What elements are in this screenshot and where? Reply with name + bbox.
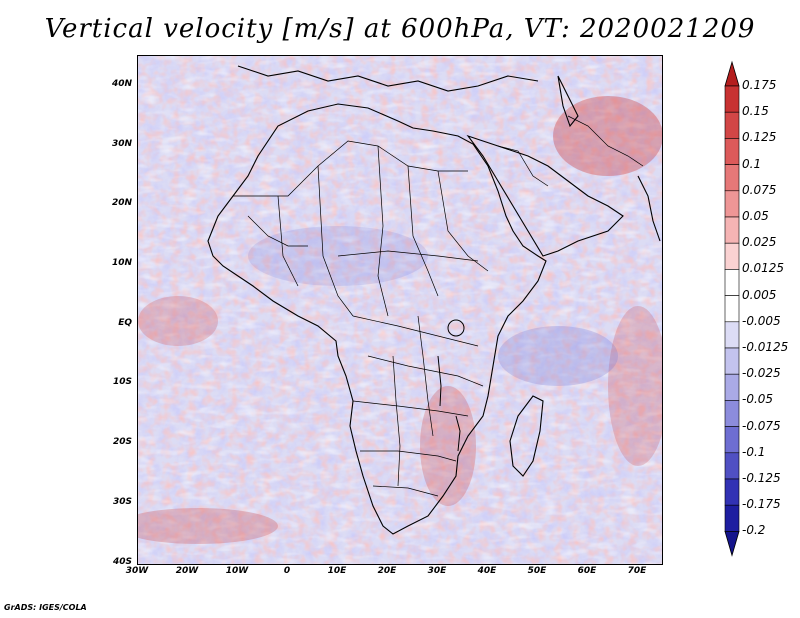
colorbar-segment [724,504,740,532]
country-borders [233,115,644,497]
colorbar-label: 0.05 [742,209,769,223]
madagascar-coastline [509,395,544,477]
colorbar-segment [724,347,740,375]
colorbar-segment [724,85,740,113]
lat-label-10n: 10N [111,258,132,268]
europe-coastline [237,65,539,92]
lon-label-10w: 10W [225,566,249,576]
colorbar-label: -0.025 [742,366,781,381]
colorbar-segment [724,400,740,427]
lat-label-30s: 30S [112,497,132,507]
colorbar-segment [724,321,740,349]
strong-upward-region-atlantic [138,296,218,346]
strong-upward-region-iran [553,96,662,176]
colorbar-min-arrow [724,530,740,557]
map-title: Vertical velocity [m/s] at 600hPa, VT: 2… [44,14,756,44]
india-coastline [637,175,661,242]
lon-label-60e: 60E [577,566,597,576]
lon-label-0: 0 [283,566,291,576]
lon-label-10e: 10E [327,566,347,576]
arabia-coastline [466,134,624,257]
colorbar-label: -0.075 [742,418,781,433]
colorbar-label: 0.0125 [742,261,784,276]
colorbar-segment [724,216,740,244]
colorbar-label: -0.175 [742,497,781,512]
colorbar-segment [724,295,740,323]
colorbar-segment [724,452,740,480]
lon-label-70e: 70E [627,566,647,576]
grads-credit: GrADS: IGES/COLA [4,603,87,612]
colorbar-label: -0.0125 [742,340,789,354]
lakes [437,319,465,452]
velocity-field-map [138,56,662,564]
caspian-coastline [557,75,579,128]
coastlines [207,65,661,535]
colorbar-segment [724,426,740,454]
lon-label-20e: 20E [377,566,397,576]
field-white-streaks [138,56,662,564]
colorbar-label: 0.125 [742,130,777,145]
lon-label-30e: 30E [427,566,447,576]
africa-coastline [207,103,547,535]
lon-label-50e: 50E [527,566,547,576]
colorbar-label: -0.1 [742,444,766,459]
lon-label-40e: 40E [477,566,497,576]
colorbar-segment [724,164,740,192]
lat-label-eq: EQ [118,318,132,328]
colorbar-label: -0.05 [742,392,774,407]
colorbar-label: 0.025 [742,235,777,250]
strong-downward-region-indian-ocean [498,326,618,386]
colorbar-label: -0.005 [742,313,781,328]
strong-upward-region-indian-ocean [608,306,662,466]
lat-label-30n: 30N [111,139,132,149]
strong-upward-region-mozambique [420,386,476,506]
lat-label-10s: 10S [112,377,132,387]
lat-label-40n: 40N [111,79,132,89]
colorbar-label: 0.075 [742,182,777,197]
colorbar-label: 0.175 [742,78,777,92]
lat-label-20n: 20N [111,198,132,208]
lat-label-40s: 40S [112,557,132,567]
colorbar-label: -0.2 [742,523,766,538]
colorbar-label: 0.15 [742,104,769,119]
colorbar-segment [724,269,740,296]
lat-label-20s: 20S [112,437,132,447]
colorbar-label: -0.125 [742,471,781,485]
colorbar-segment [724,373,740,401]
colorbar-segment [724,138,740,165]
colorbar-max-arrow [724,60,740,87]
colorbar-segment [724,190,740,218]
colorbar-segment [724,242,740,270]
colorbar-label: 0.1 [742,156,762,171]
map-panel [137,55,663,565]
colorbar-segment [724,111,740,139]
colorbar-segment [724,478,740,506]
strong-upward-band-south-atlantic [138,508,278,544]
lon-label-20w: 20W [175,566,199,576]
colorbar-label: 0.005 [742,287,777,302]
lon-label-30w: 30W [125,566,149,576]
colorbar [724,60,740,557]
